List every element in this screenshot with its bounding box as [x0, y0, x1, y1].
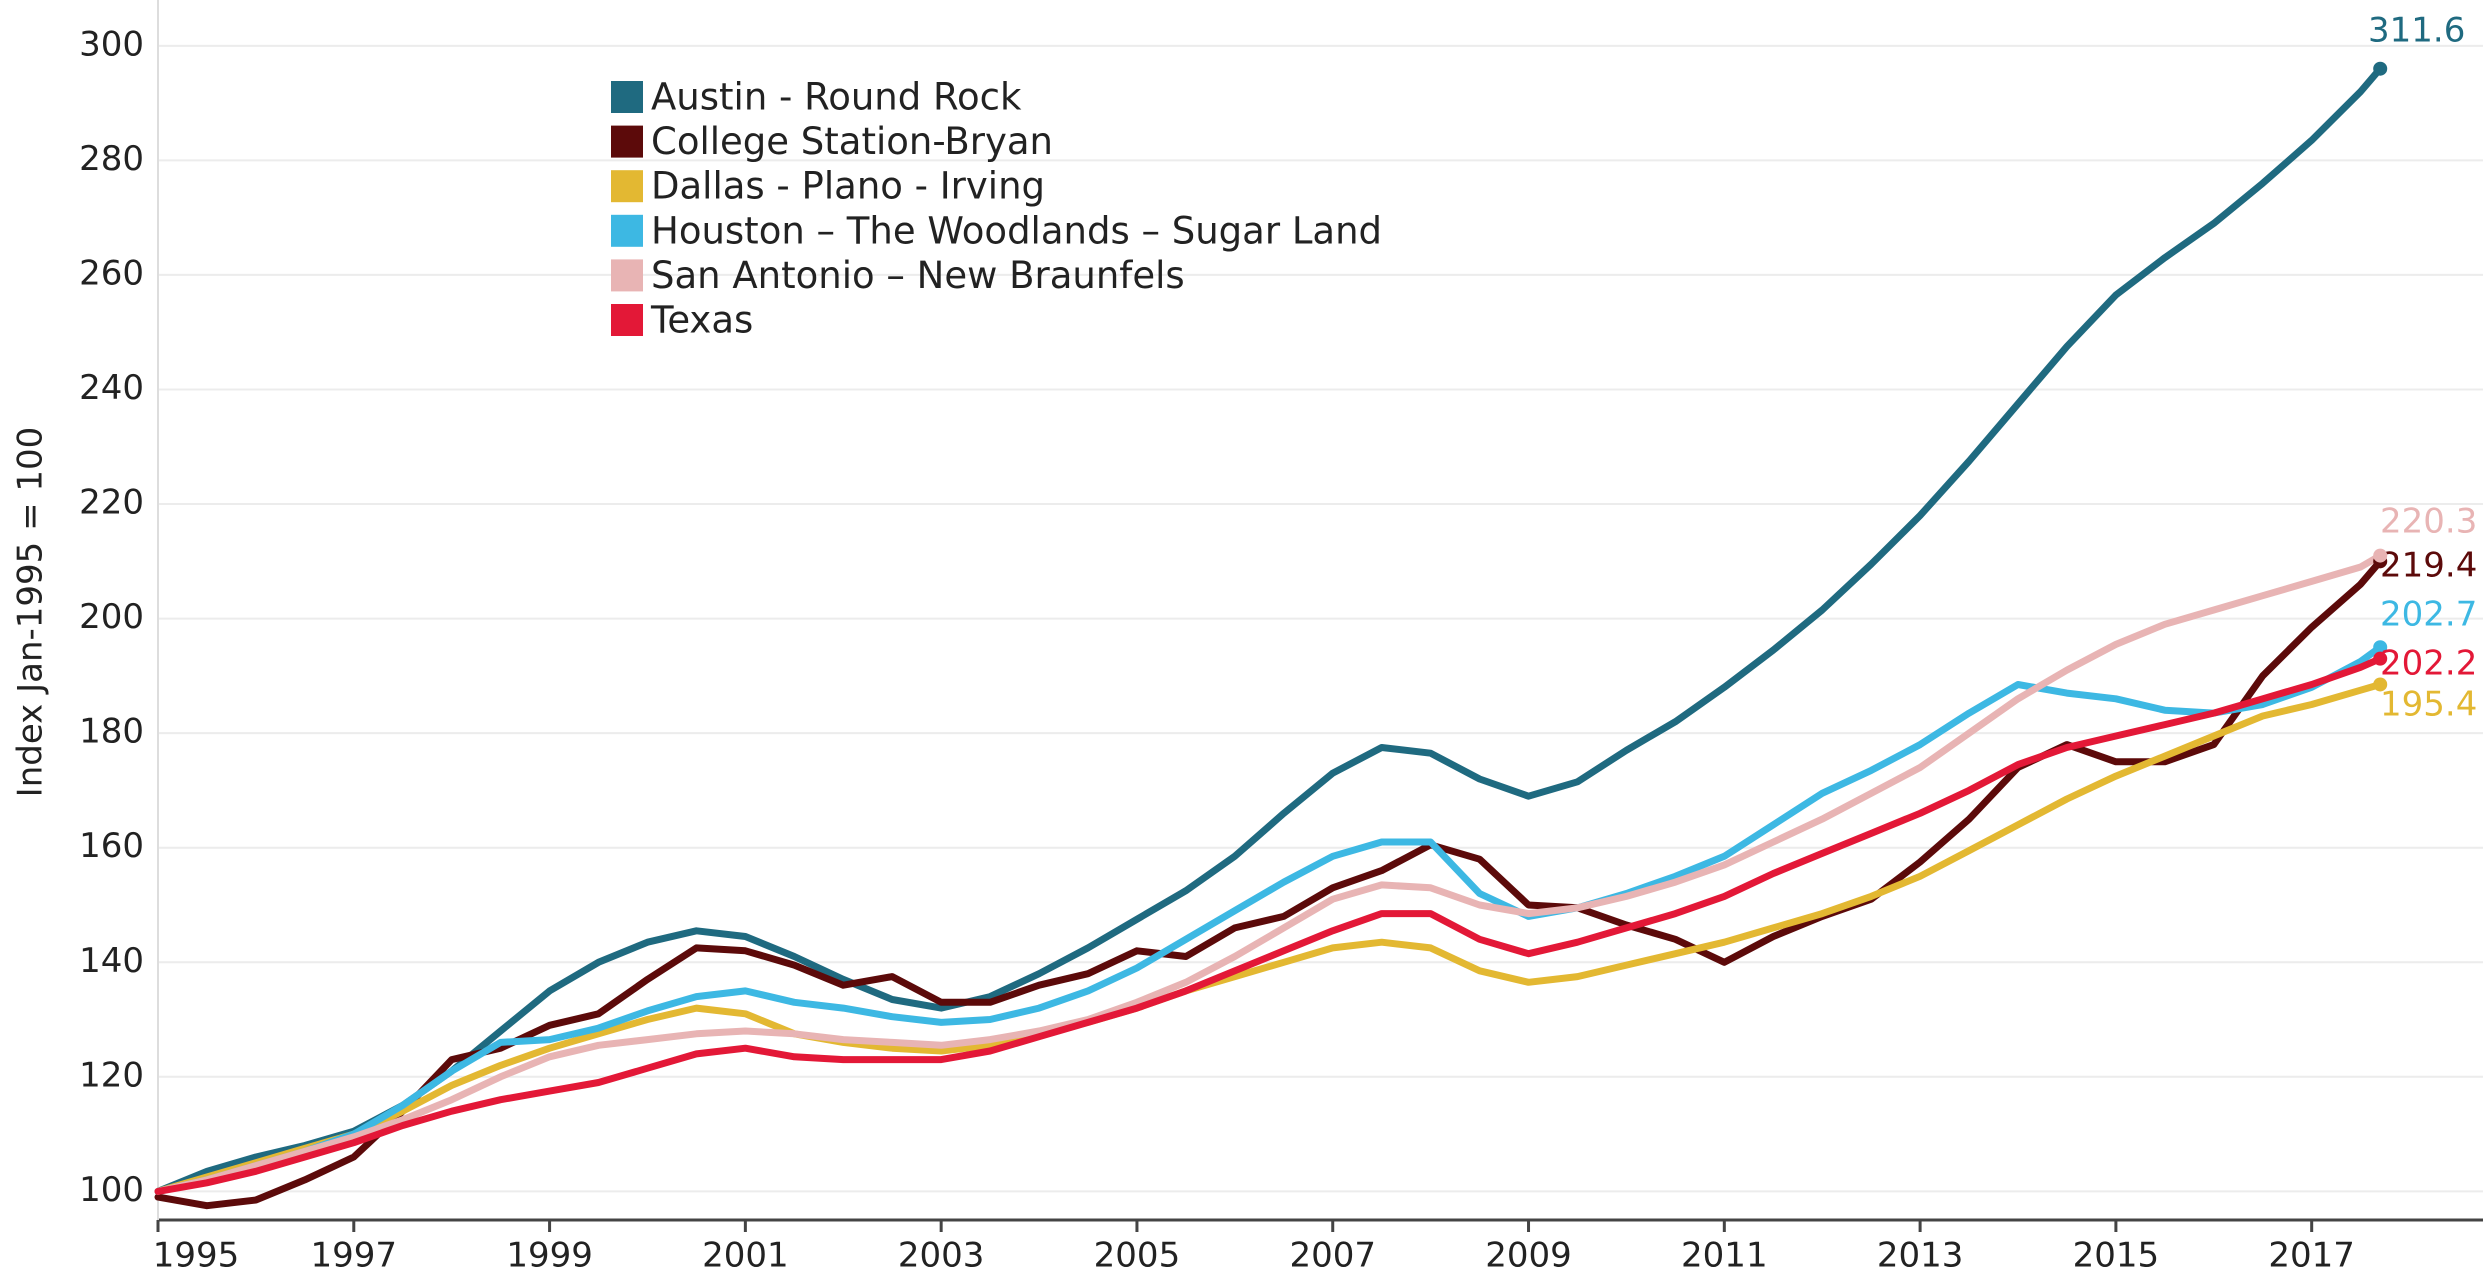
y-tick-label: 120 [79, 1055, 144, 1095]
y-tick-label: 100 [79, 1170, 144, 1210]
legend-swatch [611, 259, 643, 292]
end-point [2373, 61, 2388, 76]
legend-swatch [611, 125, 643, 158]
end-label: 202.7 [2380, 595, 2477, 635]
legend-label: College Station-Bryan [651, 120, 1053, 163]
x-tick-label: 2007 [1289, 1236, 1376, 1276]
end-label: 220.3 [2380, 502, 2477, 542]
end-label: 202.2 [2380, 644, 2477, 684]
y-tick-label: 180 [79, 712, 144, 752]
x-tick-label: 2017 [2268, 1236, 2355, 1276]
x-tick-label: 2009 [1485, 1236, 1572, 1276]
x-tick-label: 2015 [2073, 1236, 2160, 1276]
x-tick-label: 2011 [1681, 1236, 1768, 1276]
y-tick-label: 160 [79, 826, 144, 866]
x-tick-label: 1997 [311, 1236, 398, 1276]
y-axis-label: Index Jan-1995 = 100 [11, 427, 51, 798]
x-tick-label: 2003 [898, 1236, 985, 1276]
y-tick-label: 200 [79, 597, 144, 637]
x-tick-label: 1999 [506, 1236, 593, 1276]
legend-label: San Antonio – New Braunfels [651, 254, 1185, 297]
end-point [2373, 548, 2388, 563]
end-point [2373, 677, 2388, 692]
y-tick-label: 240 [79, 368, 144, 408]
end-label: 311.6 [2368, 11, 2465, 51]
legend-label: Houston – The Woodlands – Sugar Land [651, 209, 1382, 252]
series-line [154, 557, 2384, 1210]
y-tick-label: 280 [79, 139, 144, 179]
x-tick-label: 2005 [1094, 1236, 1181, 1276]
legend-swatch [611, 81, 643, 113]
series-line [154, 65, 2384, 1195]
x-tick-label: 2013 [1877, 1236, 1964, 1276]
x-tick-label: 2001 [702, 1236, 789, 1276]
legend-swatch [611, 214, 643, 247]
y-tick-label: 220 [79, 483, 144, 523]
legend-label: Dallas - Plano - Irving [651, 165, 1045, 208]
series-line [154, 681, 2384, 1195]
end-label: 219.4 [2380, 546, 2477, 586]
end-point [2373, 651, 2388, 666]
end-point [2373, 640, 2388, 655]
legend-swatch [611, 304, 643, 336]
y-tick-label: 300 [79, 24, 144, 64]
y-tick-label: 140 [79, 941, 144, 981]
y-tick-label: 260 [79, 253, 144, 293]
legend-label: Texas [650, 299, 753, 342]
legend-label: Austin - Round Rock [651, 76, 1022, 119]
series-line [154, 552, 2384, 1195]
end-label: 195.4 [2380, 685, 2477, 725]
series-line [154, 655, 2384, 1195]
legend-swatch [611, 170, 643, 203]
x-tick-label: 1995 [153, 1236, 240, 1276]
